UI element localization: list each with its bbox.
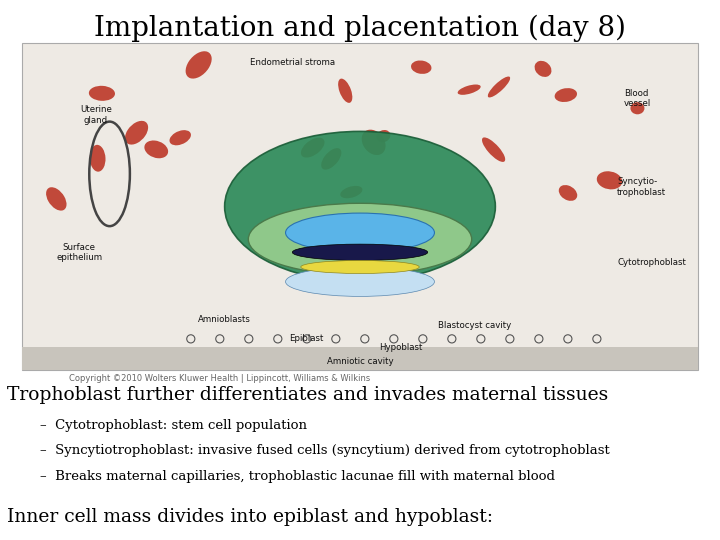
Ellipse shape <box>125 121 148 145</box>
Text: Hypoblast: Hypoblast <box>379 342 423 352</box>
Ellipse shape <box>361 130 386 155</box>
Ellipse shape <box>225 131 495 282</box>
Ellipse shape <box>301 260 419 274</box>
Text: –  Cytotrophoblast: stem cell population: – Cytotrophoblast: stem cell population <box>40 418 307 431</box>
Text: Epiblast: Epiblast <box>289 334 323 343</box>
Ellipse shape <box>186 51 212 79</box>
Text: Blastocyst cavity: Blastocyst cavity <box>438 321 512 330</box>
Ellipse shape <box>169 130 191 145</box>
Ellipse shape <box>286 267 434 296</box>
Ellipse shape <box>559 185 577 201</box>
Text: Trophoblast further differentiates and invades maternal tissues: Trophoblast further differentiates and i… <box>7 386 608 404</box>
Bar <box>22 43 698 370</box>
Ellipse shape <box>301 138 325 158</box>
Ellipse shape <box>631 102 644 114</box>
Bar <box>22 347 698 370</box>
Ellipse shape <box>597 171 622 190</box>
Ellipse shape <box>482 137 505 162</box>
Ellipse shape <box>458 84 481 95</box>
Text: –  Breaks maternal capillaries, trophoblastic lacunae fill with maternal blood: – Breaks maternal capillaries, trophobla… <box>40 470 554 483</box>
Ellipse shape <box>286 213 434 252</box>
Text: Endometrial stroma: Endometrial stroma <box>250 58 335 68</box>
Text: Cytotrophoblast: Cytotrophoblast <box>617 258 686 267</box>
Ellipse shape <box>46 187 66 211</box>
Text: Inner cell mass divides into epiblast and hypoblast:: Inner cell mass divides into epiblast an… <box>7 508 493 526</box>
Ellipse shape <box>338 79 352 103</box>
Text: Syncytio-
trophoblast: Syncytio- trophoblast <box>617 177 666 197</box>
Ellipse shape <box>321 148 341 170</box>
Text: Uterine
gland: Uterine gland <box>80 105 112 125</box>
Text: Implantation and placentation (day 8): Implantation and placentation (day 8) <box>94 15 626 43</box>
Ellipse shape <box>89 86 115 101</box>
Ellipse shape <box>411 60 431 74</box>
Ellipse shape <box>292 244 428 260</box>
Text: Blood
vessel: Blood vessel <box>624 89 651 109</box>
Ellipse shape <box>554 88 577 102</box>
Text: Copyright ©2010 Wolters Kluwer Health | Lippincott, Williams & Wilkins: Copyright ©2010 Wolters Kluwer Health | … <box>69 374 370 383</box>
Text: Surface
epithelium: Surface epithelium <box>56 242 102 262</box>
Ellipse shape <box>145 140 168 158</box>
Ellipse shape <box>377 130 390 142</box>
Ellipse shape <box>341 186 362 198</box>
Ellipse shape <box>90 145 106 172</box>
Ellipse shape <box>535 61 552 77</box>
Ellipse shape <box>248 203 472 275</box>
Ellipse shape <box>488 77 510 97</box>
Text: –  Syncytiotrophoblast: invasive fused cells (syncytium) derived from cytotropho: – Syncytiotrophoblast: invasive fused ce… <box>40 444 609 457</box>
Text: Amniotic cavity: Amniotic cavity <box>327 357 393 366</box>
Text: Amnioblasts: Amnioblasts <box>198 315 251 324</box>
